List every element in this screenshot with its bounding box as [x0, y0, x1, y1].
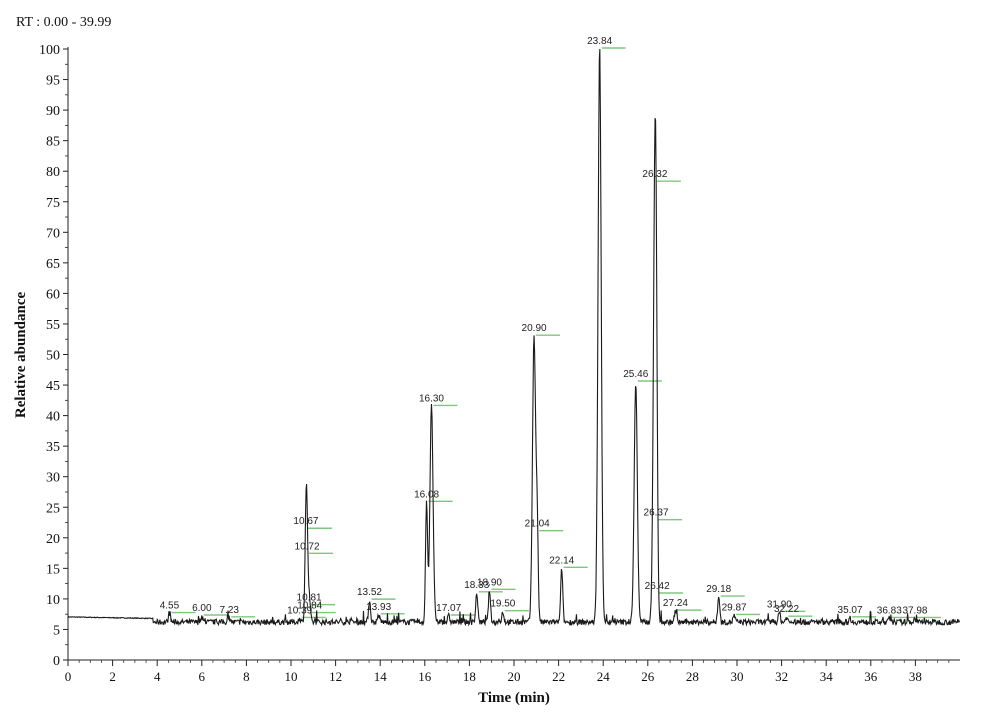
y-tick-label: 10 [46, 593, 60, 608]
peak-label: 6.00 [192, 603, 212, 614]
y-axis-label: Relative abundance [13, 292, 29, 419]
x-tick-label: 16 [418, 669, 432, 684]
peak-label: 20.90 [522, 323, 547, 334]
peak-label: 31.90 [767, 599, 792, 610]
x-tick-label: 36 [864, 669, 878, 684]
y-tick-label: 5 [53, 623, 60, 638]
peak-label: 10.84 [297, 601, 322, 612]
peak-label: 13.93 [366, 602, 391, 613]
peak-label: 16.30 [419, 393, 444, 404]
y-tick-label: 20 [46, 532, 60, 547]
peak-label: 25.46 [623, 369, 648, 380]
peak-label: 18.33 [464, 580, 489, 591]
rt-range-label: RT : 0.00 - 39.99 [16, 15, 112, 30]
peak-label: 23.84 [587, 36, 612, 47]
y-tick-label: 80 [46, 165, 60, 180]
x-tick-label: 26 [641, 669, 655, 684]
y-tick-label: 50 [46, 349, 60, 364]
x-tick-label: 30 [731, 669, 744, 684]
y-tick-label: 0 [53, 654, 60, 669]
peak-markers [171, 47, 941, 619]
y-tick-label: 90 [46, 104, 60, 119]
x-axis-label: Time (min) [478, 690, 550, 706]
peak-label: 36.83 [877, 605, 902, 616]
y-tick-label: 55 [46, 318, 60, 333]
peak-label: 10.81 [297, 593, 322, 604]
x-tick-label: 24 [597, 669, 611, 684]
y-tick-label: 75 [46, 196, 60, 211]
x-tick-label: 18 [463, 669, 476, 684]
x-tick-label: 8 [243, 669, 250, 684]
x-tick-label: 12 [329, 669, 342, 684]
y-tick-label: 35 [46, 440, 60, 455]
peak-label: 27.24 [663, 598, 688, 609]
x-tick-label: 32 [775, 669, 788, 684]
x-tick-label: 20 [508, 669, 521, 684]
peak-label: 26.37 [644, 508, 669, 519]
peak-label: 22.14 [549, 555, 574, 566]
peak-label: 4.55 [160, 601, 180, 612]
x-tick-label: 6 [199, 669, 206, 684]
chromatogram-trace [67, 48, 960, 627]
x-axis-ticks: 0 2 4 6 8 10 12 14 16 18 20 22 24 26 28 30 32 34 36 38 [65, 660, 950, 684]
peak-label: 19.50 [490, 599, 515, 610]
peak-label: 21.04 [525, 519, 550, 530]
x-tick-label: 2 [109, 669, 116, 684]
y-tick-label: 60 [46, 287, 60, 302]
chart-axes [67, 47, 960, 661]
x-tick-label: 38 [909, 669, 922, 684]
peak-label: 18.90 [477, 577, 502, 588]
x-tick-label: 4 [154, 669, 161, 684]
peak-label: 37.98 [902, 605, 927, 616]
peak-label: 32.22 [774, 604, 799, 615]
x-tick-label: 14 [374, 669, 388, 684]
y-tick-label: 45 [46, 379, 60, 394]
y-axis-ticks: 0 5 10 15 20 25 30 35 40 45 50 55 60 65 70 75 80 85 90 95 10… [39, 43, 68, 669]
peak-label: 7.23 [219, 605, 239, 616]
peak-label: 29.18 [706, 584, 731, 595]
peak-label: 10.67 [293, 516, 318, 527]
x-tick-label: 34 [820, 669, 834, 684]
y-tick-label: 65 [46, 257, 60, 272]
y-tick-label: 85 [46, 135, 60, 150]
peak-label: 13.52 [357, 587, 382, 598]
y-tick-label: 25 [46, 501, 60, 516]
x-tick-label: 0 [65, 669, 72, 684]
peak-label: 35.07 [838, 605, 863, 616]
y-tick-label: 70 [46, 226, 60, 241]
peak-label: 16.08 [414, 489, 439, 500]
y-tick-label: 95 [46, 74, 60, 89]
y-tick-label: 40 [46, 410, 60, 425]
y-tick-label: 30 [46, 471, 60, 486]
peak-label: 29.87 [722, 602, 747, 613]
y-tick-label: 100 [39, 43, 60, 58]
peak-label: 10.72 [295, 541, 320, 552]
x-tick-label: 22 [552, 669, 565, 684]
peak-label: 17.07 [436, 603, 461, 614]
peak-label: 10.39 [287, 605, 312, 616]
x-tick-label: 28 [686, 669, 699, 684]
x-tick-label: 10 [285, 669, 298, 684]
peak-label: 26.42 [645, 581, 670, 592]
peak-label: 26.32 [642, 169, 667, 180]
y-tick-label: 15 [46, 562, 60, 577]
